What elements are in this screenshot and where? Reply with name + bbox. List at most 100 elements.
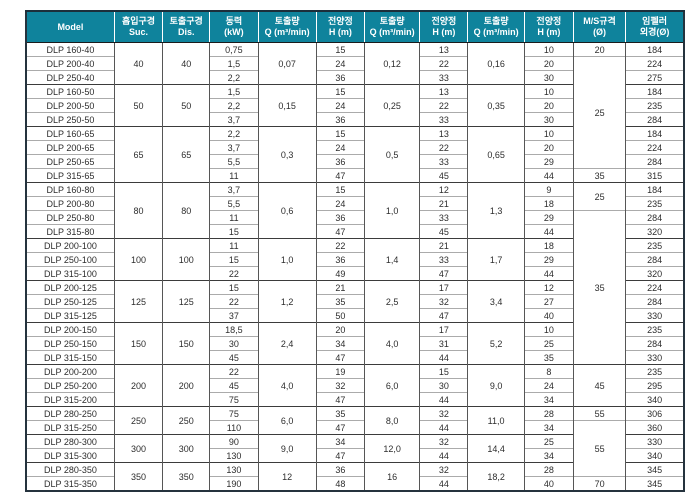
col-header-ms-spec: M/S규격 (Ø) [572,10,626,43]
head-2-cell: 30 [419,378,468,393]
discharge-cell: 40 [162,42,210,85]
head-2-cell: 32 [419,294,468,309]
head-3-cell: 25 [523,336,574,351]
head-2-cell: 32 [419,434,468,449]
head-3-cell: 12 [523,280,574,295]
flow-3-cell: 18,2 [467,462,525,491]
power-kw-cell: 15 [209,224,259,239]
head-1-cell: 35 [315,294,365,309]
table-row: DLP 280-300 300 300 90 9,0 34 12,0 32 14,4 25 330 [26,434,684,463]
table-row: DLP 200-40 1,5 24 22 20 25 224 [26,56,684,169]
head-3-cell: 40 [523,308,574,323]
model-cell: DLP 315-200 [26,392,115,407]
model-cell: DLP 280-250 [26,406,115,421]
head-3-cell: 18 [523,196,574,211]
suction-cell: 100 [113,238,163,281]
head-1-cell: 15 [315,126,365,141]
head-3-cell: 20 [523,98,574,113]
power-kw-cell: 130 [209,448,259,463]
table-row: DLP 250-150 30 34 31 25 284 [26,336,684,351]
model-cell: DLP 160-80 [26,182,115,197]
model-cell: DLP 315-65 [26,168,115,183]
head-3-cell: 40 [523,476,574,491]
head-3-cell: 29 [523,210,574,225]
head-1-cell: 15 [315,182,365,197]
flow-2-cell: 0,5 [364,126,420,183]
suction-cell: 350 [113,462,163,491]
impeller-cell: 345 [625,476,684,491]
flow-3-cell: 1,3 [467,182,525,239]
table-row: DLP 200-200 200 200 22 4,0 19 6,0 15 9,0 8 45 235 [26,364,684,407]
impeller-cell: 224 [625,140,684,155]
col-header-impeller: 임펠러 외경(Ø) [625,10,684,43]
spec-table-body: DLP 160-40 40 40 0,75 0,07 15 0,12 13 0,16 10 20 18… [26,42,684,491]
impeller-cell: 184 [625,126,684,141]
table-row: DLP 250-100 15 36 33 29 284 [26,252,684,267]
power-kw-cell: 45 [209,350,259,365]
col-header-model: Model [26,10,115,43]
table-row: DLP 250-65 5,5 36 33 29 284 [26,154,684,169]
head-2-cell: 44 [419,392,468,407]
power-kw-cell: 15 [209,252,259,267]
head-1-cell: 36 [315,112,365,127]
power-kw-cell: 3,7 [209,140,259,155]
head-2-cell: 15 [419,364,468,379]
power-kw-cell: 22 [209,364,259,379]
impeller-cell: 330 [625,350,684,365]
table-row: DLP 315-350 190 48 44 40 70 345 [26,476,684,491]
head-2-cell: 44 [419,350,468,365]
head-3-cell: 24 [523,378,574,393]
head-3-cell: 10 [523,126,574,141]
head-2-cell: 45 [419,224,468,239]
head-1-cell: 36 [315,210,365,225]
ms-spec-cell: 20 [572,42,626,57]
power-kw-cell: 2,2 [209,126,259,141]
suction-cell: 50 [113,84,163,127]
model-cell: DLP 280-300 [26,434,115,449]
ms-spec-cell: 55 [572,406,626,421]
power-kw-cell: 75 [209,392,259,407]
flow-2-cell: 12,0 [364,434,420,463]
head-1-cell: 22 [315,238,365,253]
impeller-cell: 275 [625,70,684,85]
head-2-cell: 21 [419,238,468,253]
model-cell: DLP 200-65 [26,140,115,155]
head-2-cell: 33 [419,210,468,225]
ms-spec-cell: 45 [572,364,626,407]
flow-2-cell: 0,25 [364,84,420,127]
table-row: DLP 315-150 45 47 44 35 330 [26,350,684,365]
impeller-cell: 224 [625,280,684,295]
model-cell: DLP 200-50 [26,98,115,113]
model-cell: DLP 200-125 [26,280,115,295]
power-kw-cell: 2,2 [209,98,259,113]
impeller-cell: 284 [625,112,684,127]
head-3-cell: 20 [523,140,574,155]
power-kw-cell: 75 [209,406,259,421]
impeller-cell: 340 [625,392,684,407]
flow-2-cell: 1,4 [364,238,420,281]
suction-cell: 200 [113,364,163,407]
power-kw-cell: 0,75 [209,42,259,57]
col-header-head-2: 전양정 H (m) [419,10,468,43]
impeller-cell: 184 [625,42,684,57]
head-1-cell: 47 [315,224,365,239]
head-3-cell: 20 [523,56,574,71]
head-3-cell: 25 [523,434,574,449]
head-1-cell: 24 [315,98,365,113]
head-1-cell: 47 [315,350,365,365]
impeller-cell: 284 [625,252,684,267]
power-kw-cell: 110 [209,420,259,435]
head-2-cell: 32 [419,406,468,421]
table-row: DLP 315-80 15 47 45 44 320 [26,224,684,239]
flow-3-cell: 14,4 [467,434,525,463]
table-row: DLP 250-40 2,2 36 33 30 275 [26,70,684,85]
impeller-cell: 284 [625,210,684,225]
power-kw-cell: 30 [209,336,259,351]
table-row: DLP 315-65 11 47 45 44 35 315 [26,168,684,183]
model-cell: DLP 315-80 [26,224,115,239]
head-2-cell: 33 [419,252,468,267]
model-cell: DLP 315-350 [26,476,115,491]
flow-2-cell: 4,0 [364,322,420,365]
head-3-cell: 10 [523,42,574,57]
head-2-cell: 33 [419,70,468,85]
